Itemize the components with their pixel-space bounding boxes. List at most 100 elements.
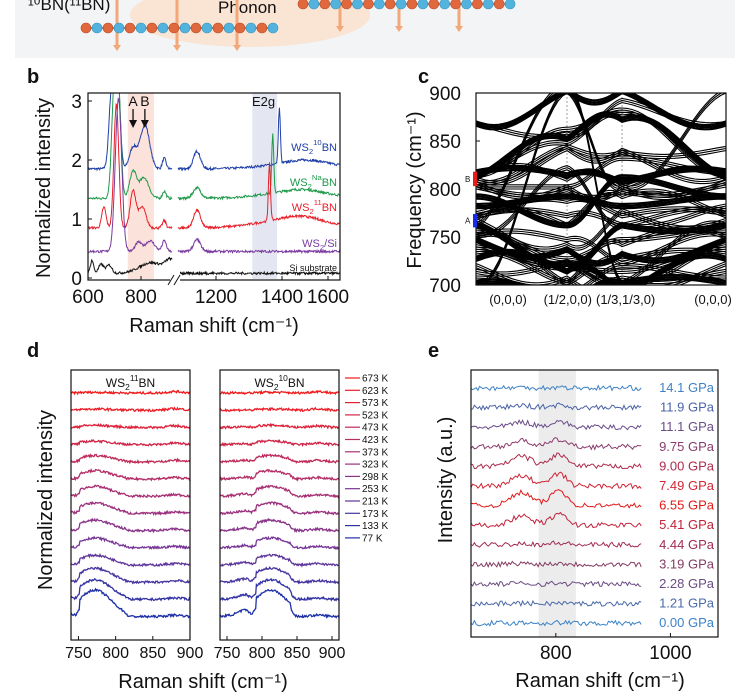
phonon-band bbox=[476, 262, 726, 285]
nitrogen-atom bbox=[395, 0, 407, 10]
phonon-band bbox=[476, 93, 726, 285]
legend-label: 523 K bbox=[362, 410, 388, 421]
label-subscript: 2 bbox=[309, 207, 313, 216]
nitrogen-atom bbox=[330, 0, 341, 10]
label-tail: BN bbox=[322, 142, 337, 154]
legend-label-4: Si substrate bbox=[289, 263, 337, 273]
x-tick-label: 1200 bbox=[195, 287, 237, 308]
phonon-band bbox=[476, 200, 726, 219]
phonon-band bbox=[476, 174, 726, 225]
plot-frame bbox=[70, 369, 191, 641]
series-line-523K bbox=[71, 438, 190, 447]
label-subscript: 2 bbox=[274, 382, 279, 392]
phonon-band bbox=[476, 176, 726, 227]
phonon-band bbox=[476, 93, 726, 131]
phonon-band bbox=[476, 261, 726, 282]
series-label: 5.41 GPa bbox=[659, 517, 715, 532]
label-tail: BN bbox=[322, 177, 337, 189]
phonon-label: Phonon bbox=[218, 0, 277, 17]
phonon-band bbox=[476, 198, 726, 217]
phonon-band bbox=[476, 265, 726, 285]
series-line bbox=[470, 384, 642, 392]
series-line-213K bbox=[71, 552, 190, 568]
label-superscript: 11 bbox=[130, 373, 139, 383]
series-line bbox=[470, 580, 642, 588]
series-label: 3.19 GPa bbox=[659, 556, 715, 571]
annotation-arrow-head bbox=[140, 120, 149, 128]
legend-label-1: WS2NaBN bbox=[290, 173, 337, 191]
phonon-band bbox=[476, 250, 726, 285]
mode-marker-label: B bbox=[465, 175, 470, 184]
nitrogen-atom bbox=[439, 0, 450, 10]
phonon-arrow-head bbox=[113, 45, 121, 51]
nitrogen-atom bbox=[157, 22, 169, 34]
nitrogen-atom bbox=[91, 22, 103, 34]
series-line-623K bbox=[220, 406, 339, 413]
panel-c: 700 750 800 850 900 (0,0,0) (1/2,0,0) (1/3,1/3,… bbox=[404, 84, 732, 307]
series-label: 11.9 GPa bbox=[660, 400, 715, 415]
series-label: 4.44 GPa bbox=[659, 537, 715, 552]
x-tick-label: 800 bbox=[125, 287, 157, 308]
series-line-673K bbox=[220, 389, 339, 396]
boron-atom bbox=[428, 0, 440, 10]
x-tick-label: 1400 bbox=[261, 287, 303, 308]
nitrogen-atom bbox=[267, 22, 279, 34]
plot-frame bbox=[470, 369, 719, 638]
boron-atom bbox=[146, 22, 158, 34]
series-line bbox=[470, 489, 642, 509]
legend-label: 253 K bbox=[362, 484, 388, 495]
y-tick-label: 3 bbox=[71, 92, 82, 113]
x-tick-label: (0,0,0) bbox=[694, 292, 732, 307]
label-main: WS bbox=[254, 376, 273, 390]
shaded-region bbox=[252, 93, 278, 279]
phonon-band bbox=[476, 93, 723, 285]
series-line-213K bbox=[220, 553, 339, 568]
series-line-473K bbox=[71, 453, 190, 465]
legend-label: 623 K bbox=[362, 386, 388, 397]
boron-atom bbox=[406, 0, 418, 10]
panel-label-c: c bbox=[418, 66, 429, 88]
nitrogen-atom bbox=[223, 22, 235, 34]
label-main: WS bbox=[292, 202, 310, 214]
series-line-323K bbox=[220, 501, 339, 516]
boron-atom bbox=[102, 22, 114, 34]
material-label: ¹⁰BN(¹¹BN) bbox=[28, 0, 110, 14]
x-tick-label: 900 bbox=[319, 645, 346, 662]
legend-label-3: WS2/Si bbox=[302, 238, 337, 252]
boron-atom bbox=[212, 22, 224, 34]
x-tick-label: 1000 bbox=[649, 643, 691, 664]
series-line-373K bbox=[220, 484, 339, 499]
phonon-band bbox=[476, 249, 726, 284]
series-line bbox=[470, 419, 642, 431]
series-line bbox=[470, 402, 642, 411]
label-tail: BN bbox=[288, 376, 305, 390]
series-line-173K bbox=[71, 566, 190, 585]
series-label: 14.1 GPa bbox=[659, 380, 715, 395]
legend-label: 133 K bbox=[362, 521, 388, 532]
series-line-253K bbox=[220, 535, 339, 551]
legend-label: 573 K bbox=[362, 398, 388, 409]
series-line-4 bbox=[88, 256, 173, 275]
boron-atom bbox=[384, 0, 396, 10]
series-label: 11.1 GPa bbox=[660, 419, 715, 434]
nitrogen-atom bbox=[352, 0, 363, 10]
legend-label-2: WS211BN bbox=[292, 198, 337, 216]
phonon-arrow-head bbox=[395, 26, 403, 32]
phonon-band bbox=[476, 278, 726, 285]
phonon-arrow-head bbox=[336, 26, 344, 32]
annotation-e2g: E2g bbox=[252, 94, 275, 109]
nitrogen-atom bbox=[245, 22, 257, 34]
phonon-band bbox=[476, 93, 726, 127]
y-tick-label: 850 bbox=[429, 132, 461, 153]
series-line-3 bbox=[177, 237, 340, 255]
series-line-2 bbox=[177, 162, 340, 231]
series-line-133K bbox=[220, 577, 339, 602]
phonon-band bbox=[476, 275, 726, 285]
series-label: 0.00 GPa bbox=[659, 615, 715, 630]
series-line bbox=[470, 452, 642, 470]
annotation-b: B bbox=[140, 93, 149, 109]
series-line-523K bbox=[220, 439, 339, 448]
legend-label: 673 K bbox=[362, 374, 388, 385]
nitrogen-atom bbox=[201, 22, 213, 34]
